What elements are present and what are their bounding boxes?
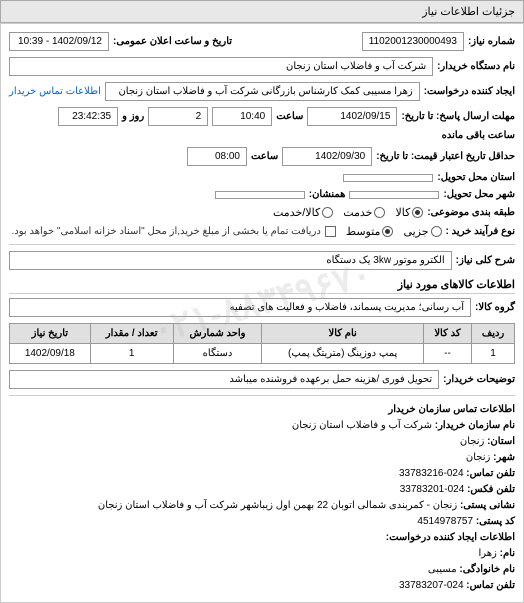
goods-table: ردیف کد کالا نام کالا واحد شمارش تعداد /… bbox=[9, 323, 515, 364]
requester-label: ایجاد کننده درخواست: bbox=[424, 86, 515, 97]
fax-label: تلفن فکس: bbox=[467, 484, 515, 495]
td-unit: دستگاه bbox=[173, 344, 262, 364]
buyer-org-field: شرکت آب و فاضلاب استان زنجان bbox=[9, 57, 433, 76]
checkbox-treasury[interactable] bbox=[325, 226, 336, 237]
requester-section-title: اطلاعات ایجاد کننده درخواست: bbox=[9, 530, 515, 546]
address-label: نشانی پستی: bbox=[460, 500, 515, 511]
radio-service-label: خدمت bbox=[343, 206, 372, 219]
th-qty: تعداد / مقدار bbox=[90, 324, 173, 344]
table-row: 1 -- پمپ دوزینگ (متریتگ پمپ) دستگاه 1 14… bbox=[10, 344, 515, 364]
content-area: شماره نیاز: 1102001230000493 تاریخ و ساع… bbox=[0, 23, 524, 603]
deadline-time-field: 10:40 bbox=[212, 107, 272, 126]
radio-minor-label: جزیی bbox=[403, 225, 428, 238]
purchase-note: دریافت تمام یا بخشی از مبلغ خرید,از محل … bbox=[12, 226, 321, 237]
th-date: تاریخ نیاز bbox=[10, 324, 91, 344]
req-phone-label: تلفن تماس: bbox=[466, 580, 515, 591]
validity-label: حداقل تاریخ اعتبار قیمت: تا تاریخ: bbox=[376, 151, 515, 162]
share-label: همنشان: bbox=[309, 189, 346, 200]
goods-group-field: آب رسانی؛ مدیریت پسماند، فاضلاب و فعالیت… bbox=[9, 298, 471, 317]
deadline-label: مهلت ارسال پاسخ: تا تاریخ: bbox=[401, 111, 515, 122]
radio-service[interactable] bbox=[374, 207, 385, 218]
contact-city-value: زنجان bbox=[466, 452, 490, 463]
buyer-notes-label: توضیحات خریدار: bbox=[443, 374, 515, 385]
time-label-2: ساعت bbox=[251, 151, 278, 162]
td-code: -- bbox=[423, 344, 471, 364]
radio-minor[interactable] bbox=[431, 226, 442, 237]
radio-goods-service[interactable] bbox=[322, 207, 333, 218]
contact-city-label: شهر: bbox=[493, 452, 515, 463]
goods-section-title: اطلاعات کالاهای مورد نیاز bbox=[9, 278, 515, 294]
lastname-label: نام خانوادگی: bbox=[459, 564, 515, 575]
contact-info-block: اطلاعات تماس سازمان خریدار نام سازمان خر… bbox=[9, 402, 515, 594]
radio-medium-label: متوسط bbox=[346, 225, 381, 238]
contact-section-title: اطلاعات تماس سازمان خریدار bbox=[9, 402, 515, 418]
announce-field: 1402/09/12 - 10:39 bbox=[9, 32, 109, 51]
lastname-value: مسیبی bbox=[428, 564, 457, 575]
td-qty: 1 bbox=[90, 344, 173, 364]
postcode-label: کد پستی: bbox=[476, 516, 515, 527]
org-value: شرکت آب و فاضلاب استان زنجان bbox=[292, 420, 432, 431]
td-row: 1 bbox=[472, 344, 515, 364]
buyer-notes-field: تحویل فوری /هزینه حمل برعهده فروشنده میب… bbox=[9, 370, 439, 389]
city-label: شهر محل تحویل: bbox=[443, 189, 515, 200]
purchase-label: نوع فرآیند خرید : bbox=[446, 226, 515, 237]
city-field bbox=[349, 191, 439, 199]
phone-label: تلفن تماس: bbox=[466, 468, 515, 479]
province-field bbox=[343, 174, 433, 182]
validity-date-field: 1402/09/30 bbox=[282, 147, 372, 166]
requester-field: زهرا مسیبی کمک کارشناس بازرگانی شرکت آب … bbox=[105, 82, 420, 101]
th-code: کد کالا bbox=[423, 324, 471, 344]
req-phone-value: 024-33783207 bbox=[399, 580, 464, 591]
request-number-field: 1102001230000493 bbox=[362, 32, 464, 51]
th-row: ردیف bbox=[472, 324, 515, 344]
contact-link[interactable]: اطلاعات تماس خریدار bbox=[9, 86, 101, 97]
radio-goods-label: کالا bbox=[395, 206, 410, 219]
radio-goods-service-label: کالا/خدمت bbox=[273, 206, 320, 219]
buyer-org-label: نام دستگاه خریدار: bbox=[437, 61, 515, 72]
td-name: پمپ دوزینگ (متریتگ پمپ) bbox=[262, 344, 424, 364]
contact-province-label: استان: bbox=[487, 436, 515, 447]
postcode-value: 4514978757 bbox=[417, 516, 473, 527]
day-label: روز و bbox=[122, 111, 144, 122]
phone-value: 024-33783216 bbox=[399, 468, 464, 479]
name-value: زهرا bbox=[478, 548, 496, 559]
th-name: نام کالا bbox=[262, 324, 424, 344]
address-value: زنجان - کمربندی شمالی اتوبان 22 بهمن اول… bbox=[98, 500, 457, 511]
time-label-1: ساعت bbox=[276, 111, 303, 122]
org-label: نام سازمان خریدار: bbox=[435, 420, 515, 431]
radio-goods[interactable] bbox=[412, 207, 423, 218]
validity-time-field: 08:00 bbox=[187, 147, 247, 166]
need-desc-label: شرح کلی نیاز: bbox=[456, 255, 515, 266]
fax-value: 024-33783201 bbox=[400, 484, 465, 495]
contact-province-value: زنجان bbox=[460, 436, 484, 447]
remaining-time-field: 23:42:35 bbox=[58, 107, 118, 126]
td-date: 1402/09/18 bbox=[10, 344, 91, 364]
th-unit: واحد شمارش bbox=[173, 324, 262, 344]
classification-radios: کالا خدمت کالا/خدمت bbox=[273, 206, 423, 219]
need-desc-field: الکترو موتور 3kw یک دستگاه bbox=[9, 251, 452, 270]
name-label: نام: bbox=[500, 548, 515, 559]
classification-label: طبقه بندی موضوعی: bbox=[427, 207, 515, 218]
province-label: استان محل تحویل: bbox=[437, 172, 515, 183]
announce-label: تاریخ و ساعت اعلان عمومی: bbox=[113, 36, 232, 47]
goods-group-label: گروه کالا: bbox=[475, 302, 515, 313]
remaining-days-field: 2 bbox=[148, 107, 208, 126]
remaining-suffix: ساعت باقی مانده bbox=[442, 130, 515, 141]
purchase-radios: جزیی متوسط bbox=[325, 225, 442, 238]
share-field bbox=[215, 191, 305, 199]
radio-medium[interactable] bbox=[382, 226, 393, 237]
request-number-label: شماره نیاز: bbox=[468, 36, 515, 47]
header-title: جزئیات اطلاعات نیاز bbox=[0, 0, 524, 23]
deadline-date-field: 1402/09/15 bbox=[307, 107, 397, 126]
